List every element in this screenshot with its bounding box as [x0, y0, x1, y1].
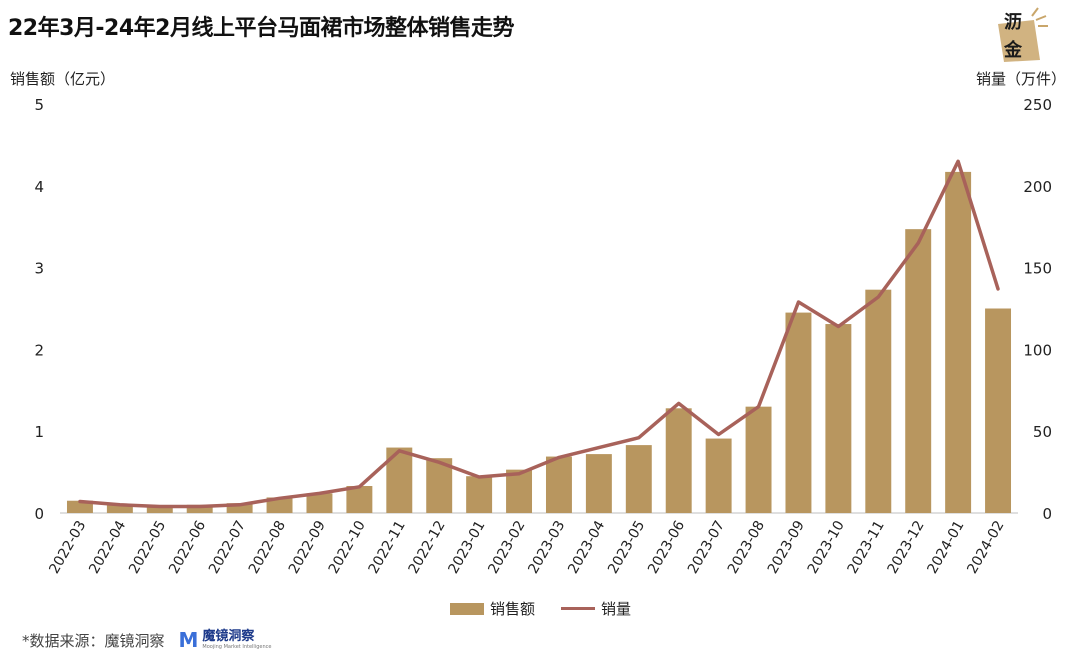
legend-label-line: 销量 [601, 600, 632, 618]
x-axis-tick-label: 2023-04 [565, 518, 608, 577]
legend-label-bar: 销售额 [490, 600, 536, 618]
brand-sub: Moojing Market Intelligence [202, 644, 272, 650]
right-axis-tick-label: 200 [1023, 178, 1052, 196]
bar-sales-amount [745, 406, 772, 513]
line-sales-volume [78, 159, 1000, 509]
brand-badge: M 魔镜洞察 Moojing Market Intelligence [179, 628, 272, 652]
bar-sales-amount [945, 171, 972, 514]
x-axis-tick-label: 2023-01 [445, 518, 488, 577]
bar-sales-amount [785, 312, 812, 513]
x-axis-tick-label: 2022-05 [126, 518, 169, 577]
brand-name: 魔镜洞察 [202, 629, 255, 644]
chart-canvas: 0123450501001502002502022-032022-042022-… [34, 96, 1052, 577]
bar-sales-amount [825, 324, 852, 513]
source-text: *数据来源：魔镜洞察 [22, 631, 165, 650]
right-axis-tick-label: 250 [1023, 96, 1052, 114]
x-axis-tick-label: 2023-02 [485, 518, 528, 577]
x-axis-tick-label: 2022-07 [206, 518, 249, 577]
x-axis-tick-label: 2022-04 [86, 518, 129, 577]
x-axis-tick-label: 2023-07 [685, 518, 728, 577]
x-axis-tick-label: 2024-01 [924, 518, 967, 577]
x-axis-tick-label: 2023-08 [725, 518, 768, 577]
left-axis-tick-label: 3 [34, 260, 44, 278]
chart-legend: 销售额 销量 [450, 598, 631, 619]
x-axis-tick-label: 2022-11 [366, 518, 409, 577]
bar-sales-amount [585, 454, 612, 513]
bar-sales-amount [625, 445, 652, 513]
x-axis-tick-label: 2023-11 [845, 518, 888, 577]
logo-emblem [998, 7, 1048, 62]
x-axis-tick-label: 2022-12 [406, 518, 449, 577]
x-axis-tick-label: 2023-05 [605, 518, 648, 577]
left-axis-tick-label: 5 [34, 96, 44, 114]
left-axis-tick-label: 2 [34, 341, 44, 359]
bar-sales-amount [106, 504, 133, 513]
data-source-footer: *数据来源：魔镜洞察 M 魔镜洞察 Moojing Market Intelli… [22, 628, 271, 652]
bar-sales-amount [665, 408, 692, 513]
brand-logo: 沥 金 [988, 4, 1052, 66]
bar-sales-amount [466, 476, 493, 513]
bar-sales-amount [705, 438, 732, 513]
legend-item-sales-volume: 销量 [561, 598, 631, 619]
bar-sales-amount [266, 497, 293, 513]
right-axis-tick-label: 150 [1023, 260, 1052, 278]
left-axis-title: 销售额（亿元） [10, 70, 116, 88]
right-axis-tick-label: 100 [1023, 341, 1052, 359]
x-axis-tick-label: 2022-10 [326, 518, 369, 577]
x-axis-tick-label: 2022-08 [246, 518, 289, 577]
bar-sales-amount [545, 456, 572, 513]
x-axis-tick-label: 2022-06 [166, 518, 209, 577]
x-axis-tick-label: 2024-02 [964, 518, 1007, 577]
chart-title: 22年3月-24年2月线上平台马面裙市场整体销售走势 [8, 16, 514, 41]
bar-sales-amount [186, 504, 213, 513]
legend-swatch-bar [450, 602, 484, 615]
brand-mark-icon: M [178, 628, 199, 652]
x-axis-tick-label: 2022-03 [46, 518, 89, 577]
left-axis-tick-label: 1 [34, 423, 44, 441]
logo-char-top: 沥 [1004, 12, 1022, 33]
bar-sales-amount [306, 493, 333, 513]
legend-swatch-line [561, 607, 596, 610]
x-axis-tick-label: 2023-10 [805, 518, 848, 577]
right-axis-tick-label: 0 [1042, 505, 1052, 523]
bar-sales-amount [985, 308, 1012, 513]
bar-sales-amount [346, 486, 373, 513]
right-axis-title: 销量（万件） [975, 70, 1066, 88]
left-axis-tick-label: 4 [34, 178, 44, 196]
right-axis-tick-label: 50 [1033, 423, 1052, 441]
bar-sales-amount [226, 503, 253, 513]
bar-sales-amount [905, 229, 932, 514]
x-axis-tick-label: 2022-09 [286, 518, 329, 577]
x-axis-tick-label: 2023-03 [525, 518, 568, 577]
brand-text: 魔镜洞察 Moojing Market Intelligence [202, 630, 271, 650]
legend-item-sales-amount: 销售额 [450, 598, 535, 619]
bar-sales-amount [865, 289, 892, 513]
logo-char-bottom: 金 [1004, 40, 1022, 61]
bar-sales-amount [146, 505, 173, 513]
bar-sales-amount [66, 500, 93, 513]
x-axis-tick-label: 2023-12 [885, 518, 928, 577]
x-axis-tick-label: 2023-09 [765, 518, 808, 577]
x-axis-tick-label: 2023-06 [645, 518, 688, 577]
left-axis-tick-label: 0 [34, 505, 44, 523]
bar-sales-amount [506, 469, 533, 513]
